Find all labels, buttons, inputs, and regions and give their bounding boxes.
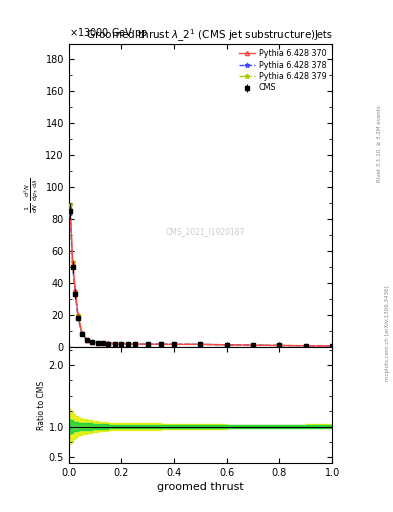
Pythia 6.428 370 <box>95 339 100 346</box>
Pythia 6.428 370 <box>90 338 95 345</box>
Pythia 6.428 370 <box>330 343 334 349</box>
Text: CMS_2021_I1920187: CMS_2021_I1920187 <box>166 227 245 236</box>
Pythia 6.428 379 <box>251 342 255 348</box>
Pythia 6.428 378 <box>251 342 255 348</box>
Pythia 6.428 379 <box>224 342 229 348</box>
Pythia 6.428 378 <box>68 209 72 216</box>
Pythia 6.428 378 <box>132 341 137 347</box>
Pythia 6.428 370 <box>198 342 203 348</box>
Pythia 6.428 378 <box>70 264 75 270</box>
Pythia 6.428 370 <box>106 340 111 347</box>
Pythia 6.428 370 <box>145 341 150 347</box>
Pythia 6.428 379 <box>172 342 176 348</box>
Y-axis label: Ratio to CMS: Ratio to CMS <box>37 380 46 430</box>
Pythia 6.428 379 <box>145 341 150 347</box>
Pythia 6.428 379 <box>85 337 90 343</box>
Text: $\times$13000 GeV pp: $\times$13000 GeV pp <box>69 26 148 40</box>
Pythia 6.428 378 <box>224 342 229 348</box>
Pythia 6.428 378 <box>277 343 282 349</box>
Pythia 6.428 379 <box>75 312 80 318</box>
Pythia 6.428 379 <box>79 330 84 336</box>
Pythia 6.428 370 <box>101 340 105 346</box>
Pythia 6.428 370 <box>158 341 163 347</box>
Pythia 6.428 379 <box>158 341 163 347</box>
Pythia 6.428 370 <box>79 330 84 336</box>
Pythia 6.428 378 <box>112 340 117 347</box>
Pythia 6.428 379 <box>132 341 137 347</box>
Pythia 6.428 370 <box>112 340 117 347</box>
Pythia 6.428 378 <box>85 337 90 344</box>
Pythia 6.428 379 <box>95 339 100 346</box>
Pythia 6.428 370 <box>119 340 124 347</box>
Pythia 6.428 379 <box>303 343 308 349</box>
Pythia 6.428 379 <box>330 343 334 349</box>
Pythia 6.428 379 <box>101 340 105 346</box>
Pythia 6.428 378 <box>106 340 111 347</box>
Pythia 6.428 379 <box>119 340 124 347</box>
Pythia 6.428 379 <box>198 342 203 348</box>
Pythia 6.428 370 <box>68 205 72 211</box>
Pythia 6.428 379 <box>277 343 282 349</box>
Pythia 6.428 370 <box>73 288 78 294</box>
Pythia 6.428 378 <box>330 343 334 349</box>
Pythia 6.428 378 <box>101 340 105 346</box>
Pythia 6.428 379 <box>68 202 72 208</box>
Pythia 6.428 378 <box>95 339 100 346</box>
Pythia 6.428 370 <box>70 261 75 267</box>
Title: Groomed thrust $\lambda\_2^1$ (CMS jet substructure): Groomed thrust $\lambda\_2^1$ (CMS jet s… <box>86 27 315 44</box>
Pythia 6.428 379 <box>73 288 78 294</box>
Text: mcplots.cern.ch [arXiv:1306.3436]: mcplots.cern.ch [arXiv:1306.3436] <box>385 285 389 380</box>
Pythia 6.428 378 <box>198 342 203 348</box>
Y-axis label: $\frac{1}{\mathrm{d}N}\ \frac{\mathrm{d}^2 N}{\mathrm{d}p_T\ \mathrm{d}\lambda}$: $\frac{1}{\mathrm{d}N}\ \frac{\mathrm{d}… <box>23 178 41 213</box>
Pythia 6.428 378 <box>126 341 130 347</box>
Pythia 6.428 370 <box>251 342 255 348</box>
Pythia 6.428 378 <box>75 315 80 321</box>
Pythia 6.428 379 <box>90 338 95 345</box>
Pythia 6.428 378 <box>303 343 308 349</box>
Line: Pythia 6.428 378: Pythia 6.428 378 <box>68 210 334 348</box>
Line: Pythia 6.428 379: Pythia 6.428 379 <box>68 202 334 348</box>
Pythia 6.428 379 <box>106 340 111 347</box>
Text: Rivet 3.1.10, ≥ 3.2M events: Rivet 3.1.10, ≥ 3.2M events <box>377 105 382 182</box>
Pythia 6.428 370 <box>303 343 308 349</box>
Pythia 6.428 379 <box>126 341 130 347</box>
Pythia 6.428 379 <box>112 340 117 347</box>
Pythia 6.428 378 <box>73 291 78 297</box>
Pythia 6.428 370 <box>277 343 282 349</box>
Pythia 6.428 370 <box>126 341 130 347</box>
Pythia 6.428 378 <box>79 331 84 337</box>
Pythia 6.428 378 <box>119 341 124 347</box>
Pythia 6.428 370 <box>132 341 137 347</box>
X-axis label: groomed thrust: groomed thrust <box>157 482 244 493</box>
Pythia 6.428 378 <box>158 341 163 347</box>
Pythia 6.428 378 <box>90 339 95 345</box>
Legend: Pythia 6.428 370, Pythia 6.428 378, Pythia 6.428 379, CMS: Pythia 6.428 370, Pythia 6.428 378, Pyth… <box>238 48 328 94</box>
Text: Jets: Jets <box>314 30 332 40</box>
Pythia 6.428 370 <box>75 312 80 318</box>
Line: Pythia 6.428 370: Pythia 6.428 370 <box>68 206 334 348</box>
Pythia 6.428 378 <box>145 341 150 347</box>
Pythia 6.428 370 <box>85 337 90 343</box>
Pythia 6.428 379 <box>70 259 75 265</box>
Pythia 6.428 370 <box>224 342 229 348</box>
Pythia 6.428 370 <box>172 342 176 348</box>
Pythia 6.428 378 <box>172 342 176 348</box>
